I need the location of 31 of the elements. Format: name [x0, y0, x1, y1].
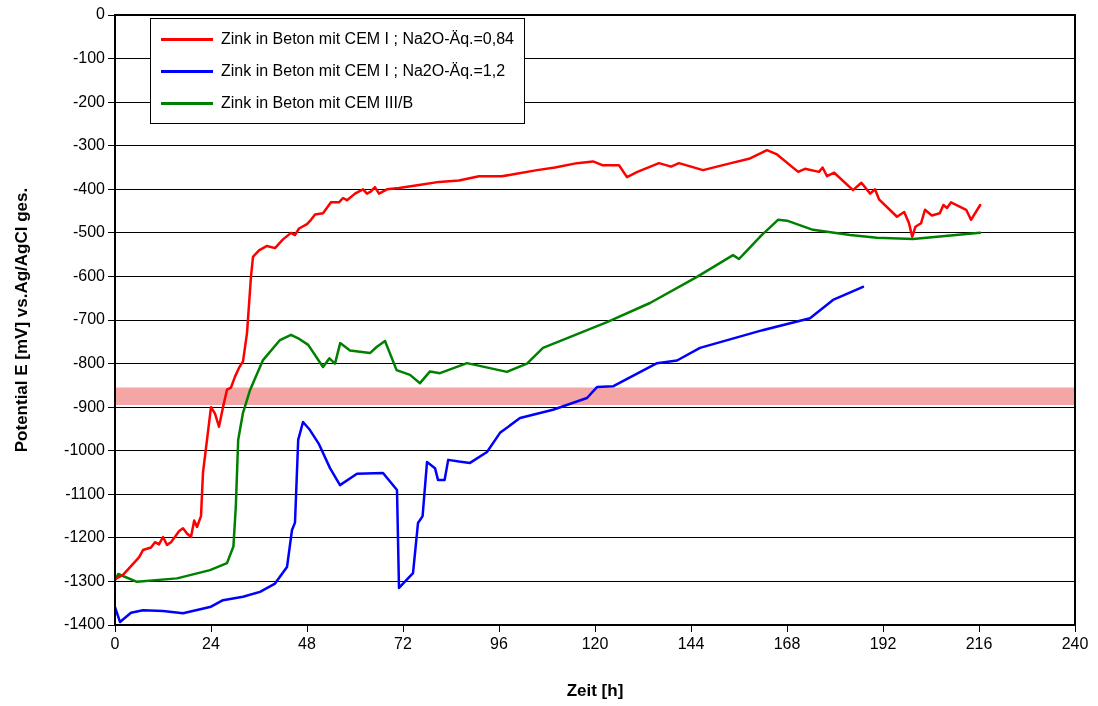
x-tick-label: 120 — [581, 635, 609, 653]
x-tick-label: 144 — [677, 635, 705, 653]
y-tick-label: -300 — [72, 136, 106, 154]
x-tick-label: 216 — [965, 635, 993, 653]
x-tick-label: 240 — [1061, 635, 1089, 653]
legend-label: Zink in Beton mit CEM I ; Na2O-Äq.=1,2 — [221, 62, 506, 80]
x-tick-label: 0 — [110, 635, 120, 653]
y-tick-label: -1100 — [65, 484, 106, 502]
x-tick-label: 192 — [869, 635, 897, 653]
x-tick-label: 24 — [202, 635, 220, 653]
y-tick-label: -1200 — [64, 528, 106, 546]
y-tick-label: -900 — [72, 397, 106, 415]
x-tick-label: 72 — [394, 635, 412, 653]
y-tick-label: 0 — [96, 5, 106, 23]
y-tick-label: -600 — [72, 266, 106, 284]
y-tick-label: -100 — [72, 48, 106, 66]
legend-label: Zink in Beton mit CEM III/B — [221, 94, 414, 112]
y-tick-label: -1300 — [64, 571, 106, 589]
y-tick-label: -1000 — [64, 441, 106, 459]
y-axis-title: Potential E [mV] vs.Ag/AgCl ges. — [11, 187, 31, 453]
x-tick-label: 48 — [298, 635, 316, 653]
y-tick-label: -700 — [72, 310, 106, 328]
y-tick-label: -1400 — [64, 615, 106, 633]
x-tick-label: 96 — [490, 635, 508, 653]
y-tick-label: -800 — [72, 353, 106, 371]
legend-label: Zink in Beton mit CEM I ; Na2O-Äq.=0,84 — [221, 30, 515, 48]
x-tick-label: 168 — [773, 635, 801, 653]
y-tick-label: -400 — [72, 179, 106, 197]
y-tick-label: -200 — [72, 92, 106, 110]
x-axis-title: Zeit [h] — [566, 681, 624, 701]
y-tick-label: -500 — [72, 223, 106, 241]
